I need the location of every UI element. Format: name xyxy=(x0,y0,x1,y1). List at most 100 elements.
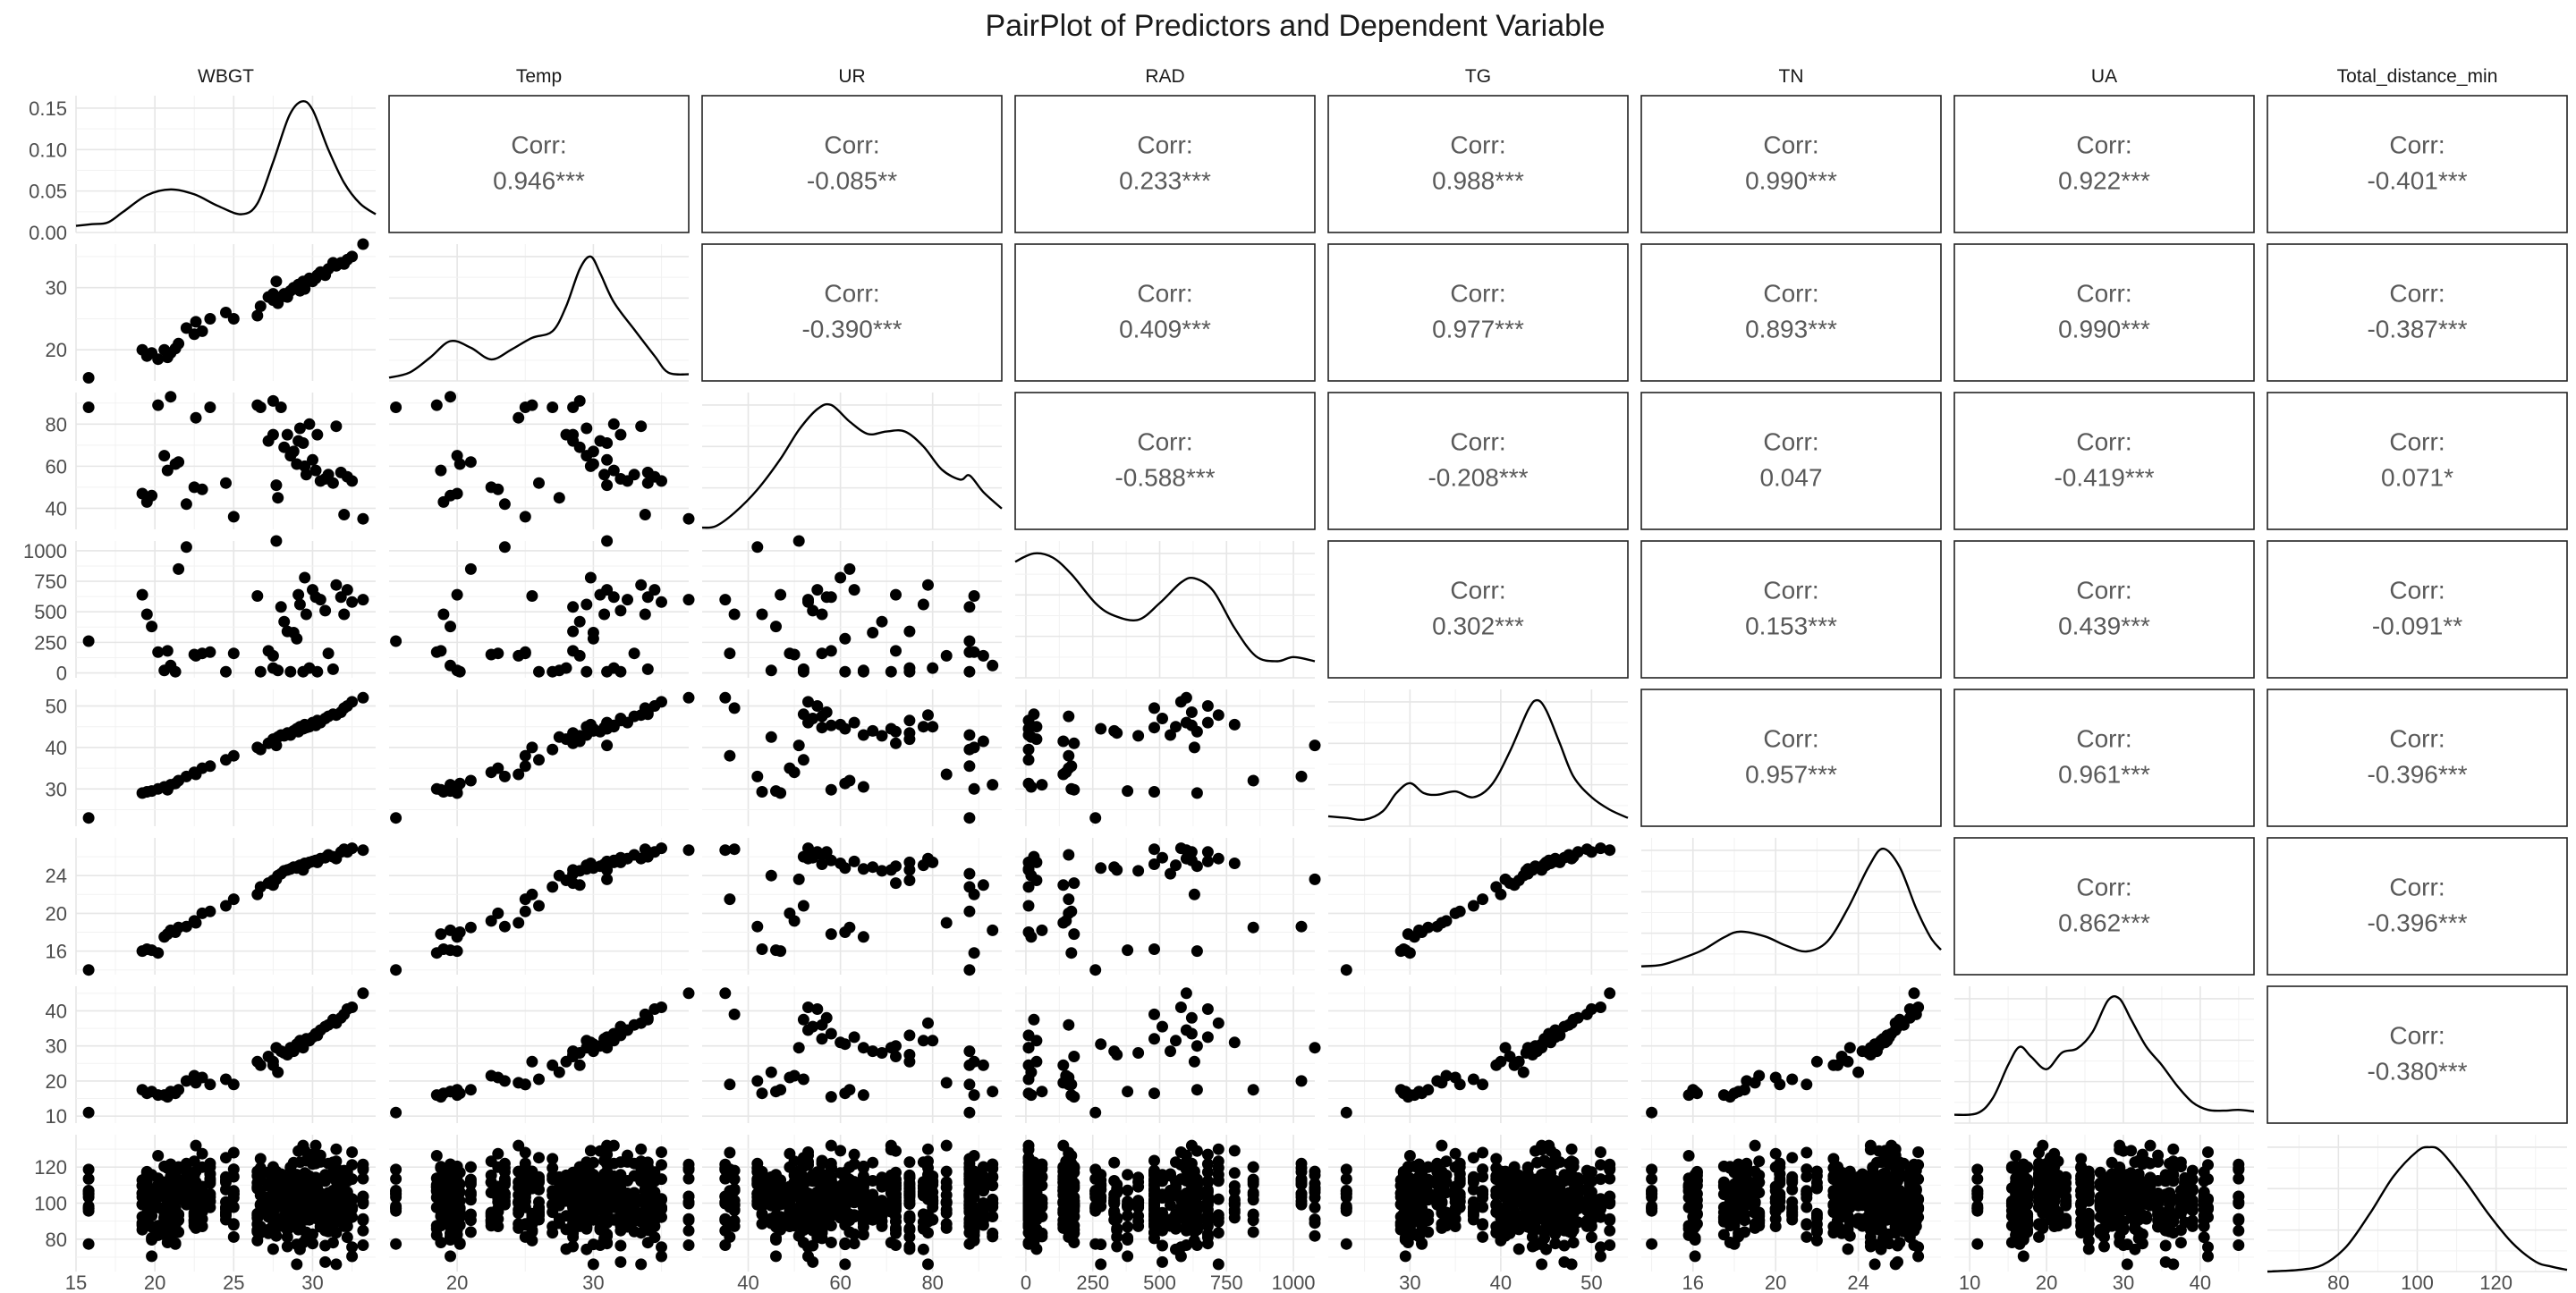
scatter-point xyxy=(820,1011,833,1024)
scatter-point xyxy=(519,1146,531,1159)
corr-prefix-label: Corr: xyxy=(1763,725,1818,753)
scatter-point xyxy=(641,591,654,604)
scatter-point xyxy=(927,662,939,674)
scatter-point xyxy=(963,1078,976,1091)
scatter-point xyxy=(1132,1220,1145,1232)
scatter-point xyxy=(1170,721,1182,733)
scatter-point xyxy=(825,854,837,866)
panel-tn-tg xyxy=(1328,838,1628,976)
scatter-point xyxy=(1180,987,1192,1000)
panel-temp-total-distance-min: Corr:-0.387*** xyxy=(2267,243,2568,382)
scatter-point xyxy=(1188,1055,1200,1068)
scatter-point xyxy=(1340,1163,1352,1176)
scatter-point xyxy=(601,739,614,752)
scatter-point xyxy=(825,645,837,657)
scatter-point xyxy=(802,1241,814,1254)
scatter-point xyxy=(1499,1201,1512,1213)
scatter-point xyxy=(1513,1243,1525,1255)
scatter-point xyxy=(1801,1230,1813,1243)
panel-temp-tg: Corr:0.977*** xyxy=(1327,243,1629,382)
scatter-point xyxy=(169,1238,182,1250)
scatter-point xyxy=(1030,1055,1043,1068)
scatter-point xyxy=(848,1031,860,1044)
scatter-point xyxy=(526,590,538,602)
scatter-point xyxy=(1801,1201,1813,1213)
scatter-point xyxy=(839,632,852,645)
scatter-point xyxy=(390,1106,402,1119)
scatter-point xyxy=(1832,1059,1843,1071)
scatter-point xyxy=(1201,1031,1214,1044)
scatter-point xyxy=(1247,1194,1259,1206)
scatter-point xyxy=(903,1222,916,1235)
scatter-point xyxy=(1201,855,1214,867)
scatter-point xyxy=(1749,1196,1761,1208)
scatter-point xyxy=(820,591,833,604)
panel-total-distance-min-temp xyxy=(389,1135,695,1272)
scatter-point xyxy=(802,696,814,708)
scatter-point xyxy=(1832,1170,1843,1182)
scatter-point xyxy=(227,511,240,523)
scatter-point xyxy=(1499,873,1512,885)
scatter-point xyxy=(1549,1238,1562,1250)
scatter-point xyxy=(357,1224,369,1237)
scatter-point xyxy=(682,1163,695,1176)
scatter-point xyxy=(1585,846,1597,858)
scatter-point xyxy=(1477,1192,1489,1204)
panel-tg-tn: Corr:0.957*** xyxy=(1640,689,1942,827)
scatter-point xyxy=(1774,1157,1786,1170)
scatter-point xyxy=(445,1179,456,1192)
scatter-point xyxy=(1036,924,1048,936)
scatter-point xyxy=(1769,1221,1782,1232)
scatter-point xyxy=(607,418,620,430)
scatter-point xyxy=(751,920,764,933)
panel-temp-wbgt xyxy=(75,238,376,384)
scatter-point xyxy=(1174,1250,1187,1263)
scatter-point xyxy=(802,842,814,855)
scatter-point xyxy=(1111,1240,1123,1253)
scatter-point xyxy=(839,1238,852,1251)
scatter-point xyxy=(357,987,369,1000)
scatter-point xyxy=(346,696,359,708)
scatter-point xyxy=(319,1255,332,1268)
scatter-point xyxy=(1309,1181,1321,1194)
panel-wbgt-tg: Corr:0.988*** xyxy=(1327,95,1629,233)
scatter-point xyxy=(1508,1185,1521,1197)
scatter-point xyxy=(857,863,869,875)
scatter-point xyxy=(903,1213,916,1225)
scatter-point xyxy=(1295,1157,1308,1170)
scatter-point xyxy=(1402,1182,1414,1195)
scatter-point xyxy=(890,645,902,657)
panel-tn-tn xyxy=(1640,838,1942,976)
scatter-point xyxy=(656,1194,667,1206)
scatter-point xyxy=(835,858,847,869)
scatter-point xyxy=(1517,1066,1530,1078)
scatter-point xyxy=(190,1139,202,1152)
scatter-point xyxy=(390,401,402,413)
scatter-point xyxy=(1068,1051,1080,1062)
scatter-point xyxy=(963,905,976,917)
scatter-point xyxy=(270,275,283,288)
scatter-point xyxy=(1908,987,1920,1000)
scatter-point xyxy=(1201,1175,1214,1187)
scatter-point xyxy=(1022,777,1035,790)
scatter-point xyxy=(724,1078,736,1091)
scatter-point xyxy=(719,691,732,704)
scatter-point xyxy=(816,647,828,660)
scatter-point xyxy=(326,1237,339,1249)
scatter-point xyxy=(890,877,902,890)
scatter-point xyxy=(1739,1226,1750,1238)
scatter-point xyxy=(728,1008,741,1020)
scatter-point xyxy=(1477,1230,1489,1243)
scatter-point xyxy=(485,915,497,927)
scatter-point xyxy=(390,1172,402,1185)
scatter-point xyxy=(1132,865,1145,877)
scatter-point xyxy=(1108,1156,1121,1169)
scatter-point xyxy=(1022,1029,1035,1042)
scatter-point xyxy=(1728,1211,1741,1223)
scatter-point xyxy=(1728,1166,1741,1179)
scatter-point xyxy=(820,706,833,718)
scatter-point xyxy=(784,762,796,774)
panel-tg-temp xyxy=(389,689,695,826)
scatter-point xyxy=(338,608,351,621)
corr-value-label: 0.439*** xyxy=(2058,613,2150,640)
